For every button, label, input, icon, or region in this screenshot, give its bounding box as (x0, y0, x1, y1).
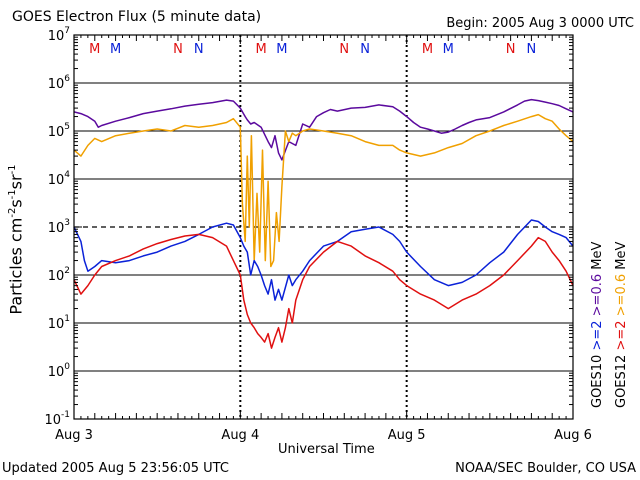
local-time-marker: N (173, 42, 183, 57)
local-time-marker: M (256, 42, 267, 57)
y-tick-label: 106 (48, 74, 71, 92)
legend: GOES10 >=2 >=0.6 MeV GOES12 >=2 >=0.6 MeV (590, 242, 629, 408)
local-time-marker: M (443, 42, 454, 57)
legend-goes12: GOES12 >=2 >=0.6 MeV (614, 242, 629, 408)
grid-lines (74, 35, 573, 419)
x-tick-label: Aug 5 (388, 428, 426, 443)
local-time-marker: N (527, 42, 537, 57)
local-time-marker: N (360, 42, 370, 57)
axes: 10-1 100 101 102 103 104 105 106 107 Aug 3 Aug 4 Au… (44, 26, 591, 443)
series-line (73, 233, 574, 349)
y-tick-label: 101 (48, 314, 70, 332)
y-tick-label: 10-1 (44, 410, 70, 428)
series-line (73, 98, 574, 161)
updated-timestamp: Updated 2005 Aug 5 23:56:05 UTC (2, 461, 229, 476)
series-lines (73, 98, 574, 349)
x-tick-label: Aug 6 (554, 428, 592, 443)
credit-label: NOAA/SEC Boulder, CO USA (455, 461, 636, 476)
x-axis-label: Universal Time (278, 442, 375, 457)
local-time-marker: M (422, 42, 433, 57)
y-tick-label: 103 (48, 218, 70, 236)
local-time-marker: M (89, 42, 100, 57)
series-line (73, 219, 574, 301)
local-time-marker: N (506, 42, 516, 57)
begin-time-label: Begin: 2005 Aug 3 0000 UTC (446, 16, 634, 31)
local-time-marker: N (339, 42, 349, 57)
y-tick-label: 102 (48, 266, 70, 284)
legend-goes10: GOES10 >=2 >=0.6 MeV (590, 242, 605, 408)
y-tick-label: 107 (48, 26, 70, 44)
series-line (73, 113, 574, 268)
x-tick-label: Aug 3 (55, 428, 93, 443)
chart-title: GOES Electron Flux (5 minute data) (12, 9, 262, 25)
y-tick-label: 105 (48, 122, 70, 140)
local-time-marker: M (110, 42, 121, 57)
local-time-marker: M (276, 42, 287, 57)
x-tick-label: Aug 4 (221, 428, 259, 443)
local-time-marker: N (194, 42, 204, 57)
y-tick-label: 104 (48, 170, 71, 188)
y-tick-label: 100 (48, 362, 71, 380)
